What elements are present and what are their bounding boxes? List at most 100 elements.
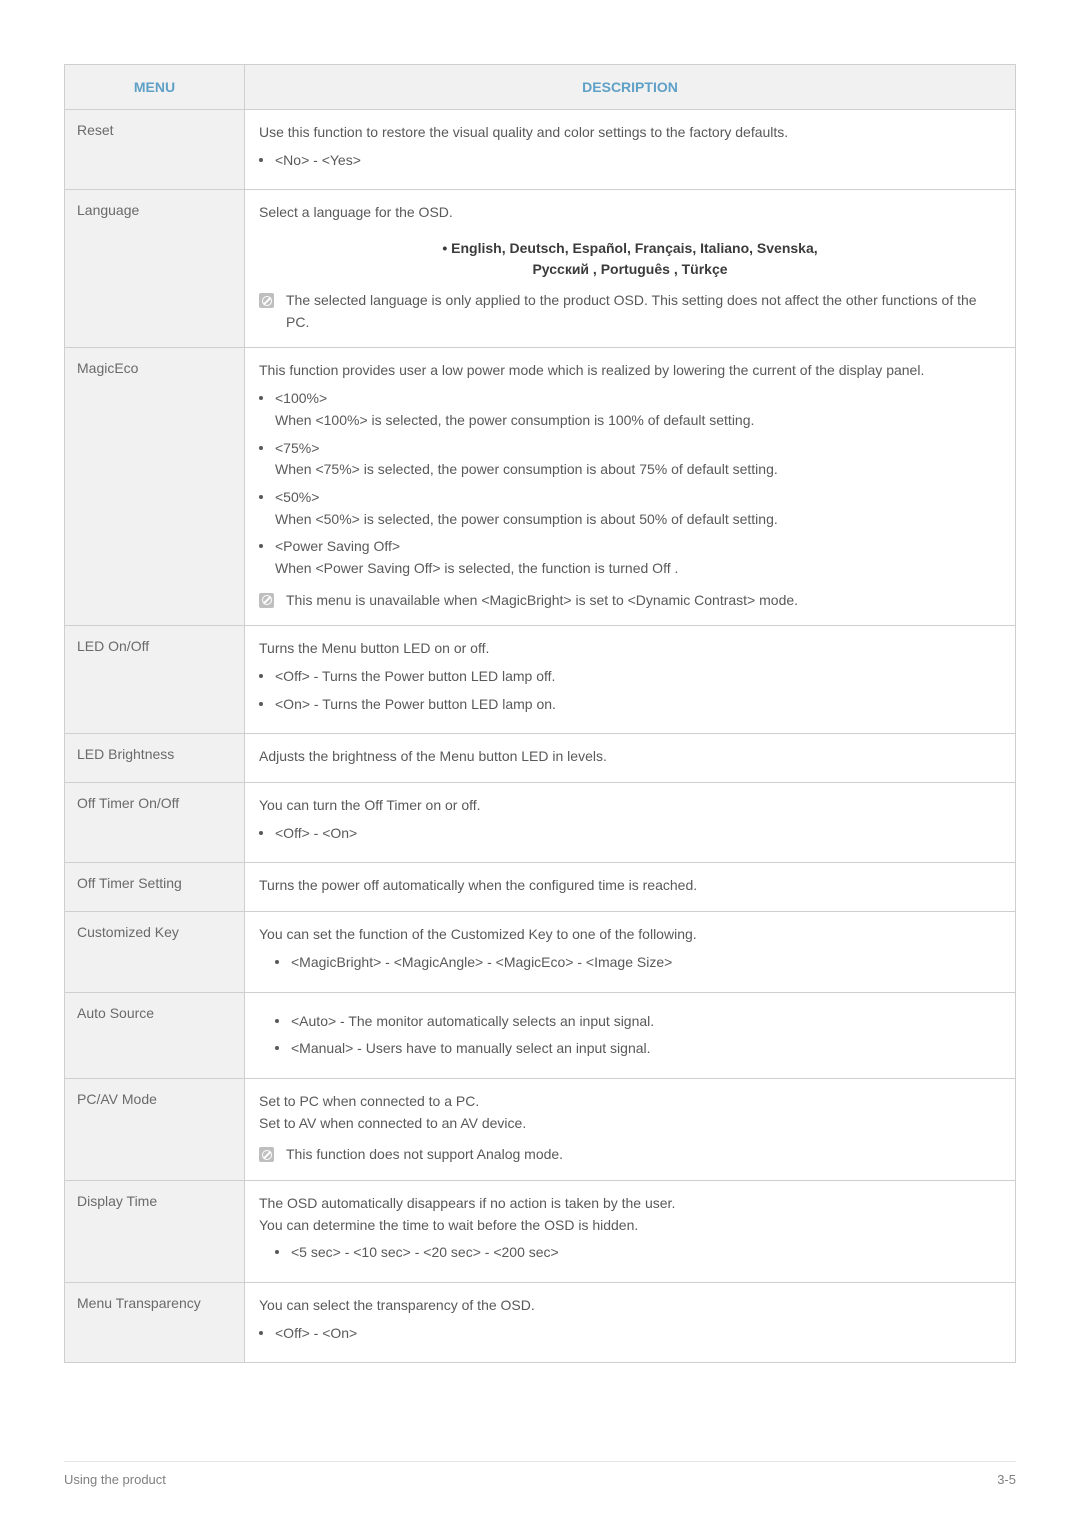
bullet-text: When <Power Saving Off> is selected, the… — [275, 558, 678, 580]
row-led-brightness: LED Brightness Adjusts the brightness of… — [65, 734, 1016, 783]
bullet-head: <75%> — [275, 438, 778, 460]
bullet: <Power Saving Off> When <Power Saving Of… — [259, 536, 1001, 579]
header-description: DESCRIPTION — [245, 65, 1016, 110]
row-auto-source: Auto Source <Auto> - The monitor automat… — [65, 992, 1016, 1078]
desc-cell: You can select the transparency of the O… — [245, 1283, 1016, 1363]
bullet-text: <Off> - Turns the Power button LED lamp … — [275, 666, 555, 688]
bullet-text: <Off> - <On> — [275, 1323, 357, 1345]
bullet: <Off> - <On> — [259, 1323, 1001, 1345]
bullet-text: <Off> - <On> — [275, 823, 357, 845]
bullet-text: When <75%> is selected, the power consum… — [275, 459, 778, 481]
menu-label: PC/AV Mode — [65, 1078, 245, 1180]
row-led-onoff: LED On/Off Turns the Menu button LED on … — [65, 626, 1016, 734]
bullet-dot-icon — [275, 960, 279, 964]
text: You can set the function of the Customiz… — [259, 924, 1001, 946]
text: Select a language for the OSD. — [259, 202, 1001, 224]
row-reset: Reset Use this function to restore the v… — [65, 110, 1016, 190]
bullet-dot-icon — [275, 1250, 279, 1254]
bullet-body: <Power Saving Off> When <Power Saving Of… — [275, 536, 678, 579]
bullet-text: When <100%> is selected, the power consu… — [275, 410, 754, 432]
desc-cell: Turns the power off automatically when t… — [245, 863, 1016, 912]
desc-cell: The OSD automatically disappears if no a… — [245, 1180, 1016, 1282]
note-icon — [259, 1147, 274, 1162]
lang-line: • English, Deutsch, Español, Français, I… — [259, 238, 1001, 259]
menu-label: Off Timer On/Off — [65, 783, 245, 863]
bullet-dot-icon — [259, 446, 263, 450]
text: Turns the power off automatically when t… — [259, 875, 1001, 897]
bullet-text: <On> - Turns the Power button LED lamp o… — [275, 694, 556, 716]
row-language: Language Select a language for the OSD. … — [65, 190, 1016, 348]
menu-label: Customized Key — [65, 912, 245, 992]
bullet-dot-icon — [259, 674, 263, 678]
menu-label: Auto Source — [65, 992, 245, 1078]
menu-label: Off Timer Setting — [65, 863, 245, 912]
bullet-dot-icon — [275, 1019, 279, 1023]
text: The OSD automatically disappears if no a… — [259, 1193, 1001, 1215]
bullet: <100%> When <100%> is selected, the powe… — [259, 388, 1001, 431]
desc-cell: Set to PC when connected to a PC. Set to… — [245, 1078, 1016, 1180]
bullet-text: <Manual> - Users have to manually select… — [291, 1038, 651, 1060]
page-footer: Using the product 3-5 — [64, 1461, 1016, 1487]
text: Turns the Menu button LED on or off. — [259, 638, 1001, 660]
bullet-head: <50%> — [275, 487, 778, 509]
text: This function provides user a low power … — [259, 360, 1001, 382]
desc-cell: Select a language for the OSD. • English… — [245, 190, 1016, 348]
menu-label: Reset — [65, 110, 245, 190]
text: You can determine the time to wait befor… — [259, 1215, 1001, 1237]
row-menu-transparency: Menu Transparency You can select the tra… — [65, 1283, 1016, 1363]
bullet-body: <100%> When <100%> is selected, the powe… — [275, 388, 754, 431]
bullet-text: When <50%> is selected, the power consum… — [275, 509, 778, 531]
table-header-row: MENU DESCRIPTION — [65, 65, 1016, 110]
desc-cell: This function provides user a low power … — [245, 348, 1016, 626]
desc-cell: <Auto> - The monitor automatically selec… — [245, 992, 1016, 1078]
row-pcav-mode: PC/AV Mode Set to PC when connected to a… — [65, 1078, 1016, 1180]
desc-cell: You can set the function of the Customiz… — [245, 912, 1016, 992]
bullet-dot-icon — [259, 495, 263, 499]
footer-page-number: 3-5 — [997, 1472, 1016, 1487]
menu-label: MagicEco — [65, 348, 245, 626]
row-off-timer-setting: Off Timer Setting Turns the power off au… — [65, 863, 1016, 912]
row-customized-key: Customized Key You can set the function … — [65, 912, 1016, 992]
lang-line: Русский , Português , Türkçe — [259, 259, 1001, 280]
bullet: <5 sec> - <10 sec> - <20 sec> - <200 sec… — [275, 1242, 1001, 1264]
language-list: • English, Deutsch, Español, Français, I… — [259, 238, 1001, 280]
bullet: <75%> When <75%> is selected, the power … — [259, 438, 1001, 481]
note: The selected language is only applied to… — [259, 290, 1001, 333]
bullet-dot-icon — [259, 396, 263, 400]
note-icon — [259, 293, 274, 308]
bullet-text: <5 sec> - <10 sec> - <20 sec> - <200 sec… — [291, 1242, 559, 1264]
bullet-head: <100%> — [275, 388, 754, 410]
note-text: This menu is unavailable when <MagicBrig… — [286, 590, 798, 612]
desc-cell: You can turn the Off Timer on or off. <O… — [245, 783, 1016, 863]
menu-label: Language — [65, 190, 245, 348]
bullet: <MagicBright> - <MagicAngle> - <MagicEco… — [275, 952, 1001, 974]
text: Adjusts the brightness of the Menu butto… — [259, 746, 1001, 768]
menu-label: Display Time — [65, 1180, 245, 1282]
text: Use this function to restore the visual … — [259, 122, 1001, 144]
row-display-time: Display Time The OSD automatically disap… — [65, 1180, 1016, 1282]
note-icon — [259, 593, 274, 608]
desc-cell: Adjusts the brightness of the Menu butto… — [245, 734, 1016, 783]
bullet-dot-icon — [275, 1046, 279, 1050]
bullet-text: <No> - <Yes> — [275, 150, 361, 172]
bullet-text: <MagicBright> - <MagicAngle> - <MagicEco… — [291, 952, 672, 974]
bullet: <Off> - Turns the Power button LED lamp … — [259, 666, 1001, 688]
desc-cell: Use this function to restore the visual … — [245, 110, 1016, 190]
bullet-dot-icon — [259, 702, 263, 706]
note: This function does not support Analog mo… — [259, 1144, 1001, 1166]
bullet-body: <50%> When <50%> is selected, the power … — [275, 487, 778, 530]
bullet-dot-icon — [259, 544, 263, 548]
bullet: <Manual> - Users have to manually select… — [275, 1038, 1001, 1060]
bullet-text: <Auto> - The monitor automatically selec… — [291, 1011, 654, 1033]
text: You can select the transparency of the O… — [259, 1295, 1001, 1317]
menu-label: LED On/Off — [65, 626, 245, 734]
bullet: <On> - Turns the Power button LED lamp o… — [259, 694, 1001, 716]
bullet-dot-icon — [259, 158, 263, 162]
text: Set to AV when connected to an AV device… — [259, 1113, 1001, 1135]
note-text: The selected language is only applied to… — [286, 290, 1001, 333]
bullet-body: <75%> When <75%> is selected, the power … — [275, 438, 778, 481]
header-menu: MENU — [65, 65, 245, 110]
footer-section-title: Using the product — [64, 1472, 166, 1487]
menu-label: Menu Transparency — [65, 1283, 245, 1363]
note-text: This function does not support Analog mo… — [286, 1144, 563, 1166]
